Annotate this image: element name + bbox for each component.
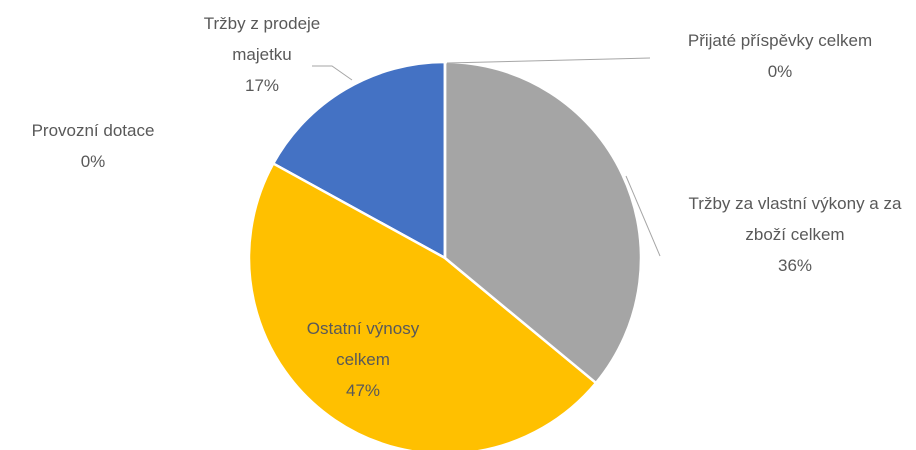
data-label: Tržby z prodeje majetku 17%	[177, 8, 347, 101]
leader-line	[625, 175, 661, 257]
data-label: Tržby za vlastní výkony a za zboží celke…	[670, 188, 916, 281]
category-label: Přijaté příspěvky celkem	[687, 31, 873, 50]
category-label: Ostatní výnosy celkem	[306, 319, 420, 369]
leader-line	[446, 57, 651, 64]
value-label: 17%	[244, 76, 280, 95]
pie-slice	[443, 60, 643, 385]
category-label: Provozní dotace	[31, 121, 155, 140]
category-label: Tržby za vlastní výkony a za zboží celke…	[688, 194, 902, 244]
value-label: 36%	[777, 256, 813, 275]
pie-slice	[271, 60, 447, 261]
data-label: Přijaté příspěvky celkem 0%	[680, 25, 880, 87]
pie-slice	[247, 161, 598, 450]
value-label: 0%	[767, 62, 793, 81]
category-label: Tržby z prodeje majetku	[203, 14, 321, 64]
data-label: Ostatní výnosy celkem 47%	[281, 313, 446, 406]
value-label: 0%	[80, 152, 106, 171]
leader-line	[312, 65, 353, 81]
data-label: Provozní dotace 0%	[3, 115, 183, 177]
value-label: 47%	[345, 381, 381, 400]
